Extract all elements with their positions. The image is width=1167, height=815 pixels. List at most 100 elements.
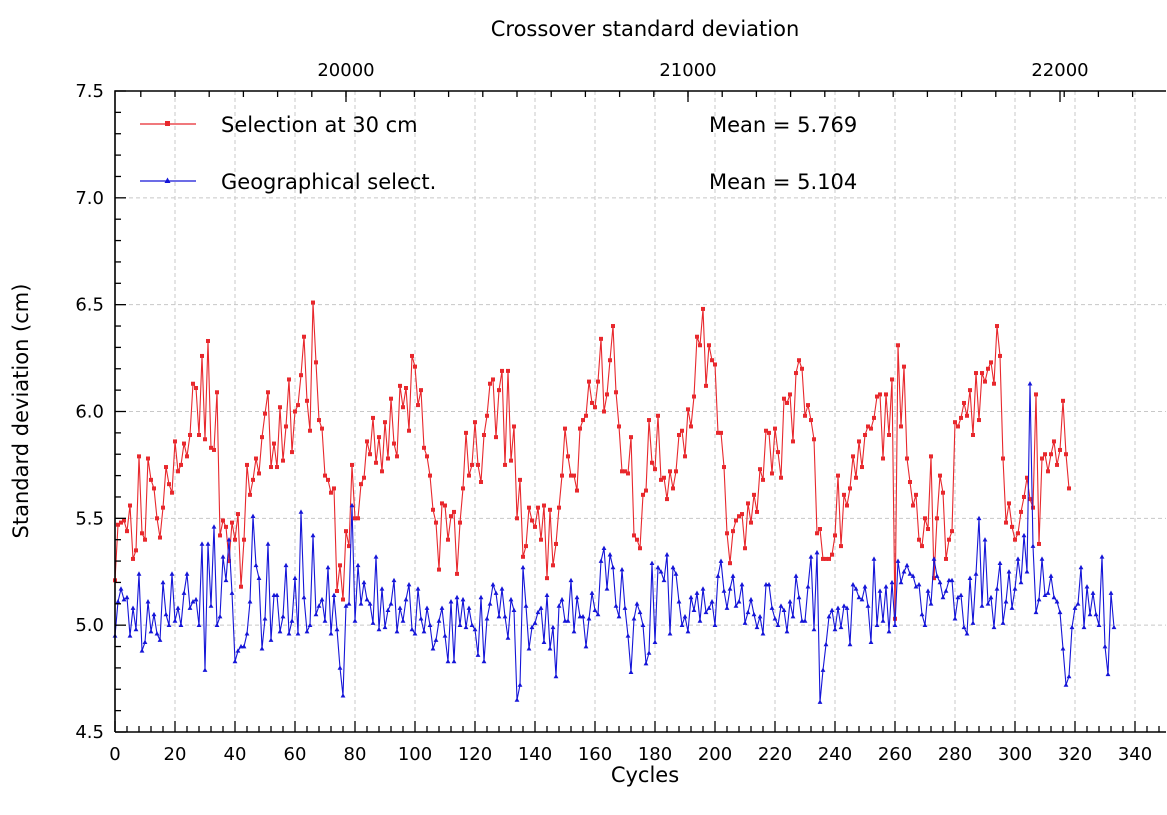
data-point <box>760 631 766 636</box>
data-point <box>673 571 679 576</box>
data-point <box>620 469 624 474</box>
data-point <box>262 616 268 621</box>
data-point <box>473 420 477 425</box>
data-point <box>172 618 178 623</box>
data-point <box>493 590 499 595</box>
data-point <box>940 594 946 600</box>
data-point <box>617 424 621 429</box>
data-point <box>784 628 790 634</box>
data-point <box>523 603 529 608</box>
data-point <box>124 594 130 600</box>
data-point <box>464 430 468 435</box>
data-point <box>583 643 589 649</box>
data-point <box>559 596 565 602</box>
data-point <box>1093 611 1099 617</box>
data-point <box>1025 475 1029 480</box>
data-point <box>535 609 541 615</box>
data-point <box>158 535 162 540</box>
data-point <box>581 418 585 423</box>
data-point <box>665 497 669 502</box>
data-point <box>989 360 993 365</box>
data-point <box>499 586 505 591</box>
data-point <box>586 616 592 621</box>
data-point <box>179 462 183 467</box>
data-point <box>361 579 367 585</box>
data-point <box>613 603 619 608</box>
data-point <box>569 473 573 478</box>
data-point <box>962 400 966 405</box>
data-point <box>709 599 715 604</box>
data-point <box>428 473 432 478</box>
data-point <box>949 577 955 583</box>
data-point <box>857 439 861 444</box>
data-point <box>820 667 826 672</box>
data-point <box>461 486 465 491</box>
data-point <box>584 413 588 418</box>
data-point <box>130 605 136 610</box>
data-point <box>767 430 771 435</box>
data-point <box>350 462 354 467</box>
data-point <box>718 558 724 563</box>
data-point <box>995 324 999 329</box>
data-point <box>698 343 702 348</box>
data-point <box>904 562 910 568</box>
data-point <box>830 552 834 557</box>
data-point <box>871 556 877 561</box>
data-point <box>203 437 207 442</box>
data-point <box>1018 579 1024 585</box>
data-point <box>164 465 168 470</box>
data-point <box>373 554 379 559</box>
data-point <box>608 358 612 363</box>
data-point <box>898 579 904 585</box>
data-point <box>979 603 985 608</box>
data-point <box>658 569 664 574</box>
data-point <box>205 541 211 546</box>
data-point <box>173 439 177 444</box>
data-point <box>530 518 534 523</box>
data-point <box>541 639 547 645</box>
data-point <box>281 458 285 463</box>
data-point <box>529 624 535 630</box>
data-point <box>476 462 480 467</box>
data-point <box>239 584 243 589</box>
data-point <box>472 626 478 632</box>
data-point <box>434 520 438 525</box>
data-point <box>661 577 667 583</box>
data-point <box>1021 532 1027 538</box>
data-point <box>752 492 756 497</box>
data-point <box>299 373 303 378</box>
data-point <box>664 552 670 557</box>
data-point <box>1013 537 1017 542</box>
data-point <box>806 403 810 408</box>
data-point <box>691 607 697 613</box>
data-point <box>313 611 319 617</box>
data-point <box>133 626 139 632</box>
data-point <box>1078 564 1084 570</box>
data-point <box>170 490 174 495</box>
data-point <box>406 581 412 587</box>
data-point <box>928 601 934 606</box>
data-point <box>187 605 193 610</box>
data-point <box>295 631 301 636</box>
legend-marker-geographical <box>164 177 171 183</box>
data-point <box>721 588 727 593</box>
x-tick-label: 240 <box>818 744 852 765</box>
data-point <box>968 388 972 393</box>
data-point <box>121 596 127 602</box>
data-point <box>649 560 655 565</box>
data-point <box>566 454 570 459</box>
data-point <box>371 415 375 420</box>
data-point <box>652 639 658 645</box>
data-point <box>1061 398 1065 403</box>
data-point <box>272 441 276 446</box>
data-point <box>353 516 357 521</box>
data-point <box>184 571 190 576</box>
data-point <box>794 371 798 376</box>
data-point <box>587 379 591 384</box>
data-point <box>865 603 871 608</box>
data-point <box>925 588 931 593</box>
data-point <box>394 628 400 634</box>
data-point <box>935 516 939 521</box>
data-point <box>998 353 1002 358</box>
